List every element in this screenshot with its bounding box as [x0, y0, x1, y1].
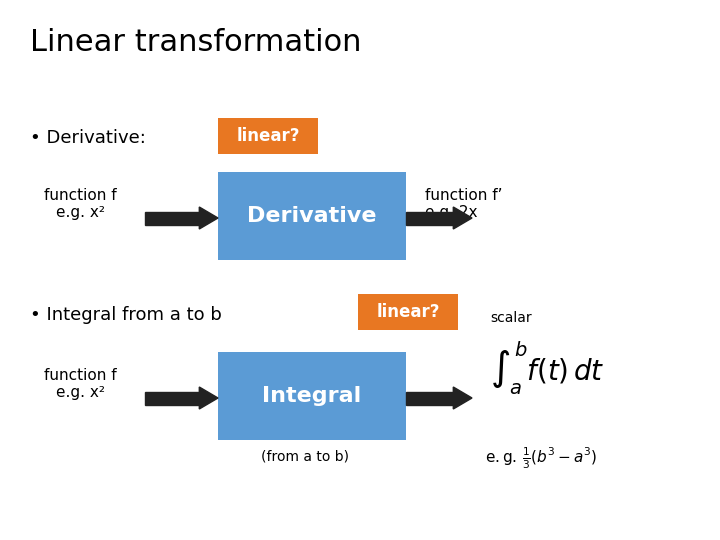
Text: Linear transformation: Linear transformation	[30, 28, 361, 57]
Text: linear?: linear?	[236, 127, 300, 145]
Text: $\int_a^b f(t)\,dt$: $\int_a^b f(t)\,dt$	[490, 339, 605, 397]
Text: $\mathrm{e.g.}\,\frac{1}{3}(b^3 - a^3)$: $\mathrm{e.g.}\,\frac{1}{3}(b^3 - a^3)$	[485, 445, 598, 471]
Bar	[358, 294, 458, 330]
Polygon shape	[199, 387, 218, 409]
Text: scalar: scalar	[490, 311, 531, 325]
Text: function f: function f	[44, 187, 117, 202]
Text: function f: function f	[44, 368, 117, 382]
Text: e.g. x²: e.g. x²	[55, 386, 104, 401]
Polygon shape	[145, 392, 199, 404]
Polygon shape	[454, 207, 472, 229]
Polygon shape	[454, 387, 472, 409]
Text: e.g. 2x: e.g. 2x	[425, 206, 477, 220]
Text: linear?: linear?	[377, 303, 440, 321]
Text: function f’: function f’	[425, 187, 503, 202]
Text: Integral: Integral	[262, 386, 361, 406]
Bar	[218, 352, 406, 440]
Text: e.g. x²: e.g. x²	[55, 206, 104, 220]
Polygon shape	[145, 212, 199, 225]
Bar	[218, 172, 406, 260]
Text: • Derivative:: • Derivative:	[30, 129, 146, 147]
Text: Derivative: Derivative	[247, 206, 377, 226]
Polygon shape	[199, 207, 218, 229]
Bar	[218, 118, 318, 154]
Polygon shape	[406, 212, 454, 225]
Text: (from a to b): (from a to b)	[261, 449, 349, 463]
Polygon shape	[406, 392, 454, 404]
Text: • Integral from a to b: • Integral from a to b	[30, 306, 222, 324]
